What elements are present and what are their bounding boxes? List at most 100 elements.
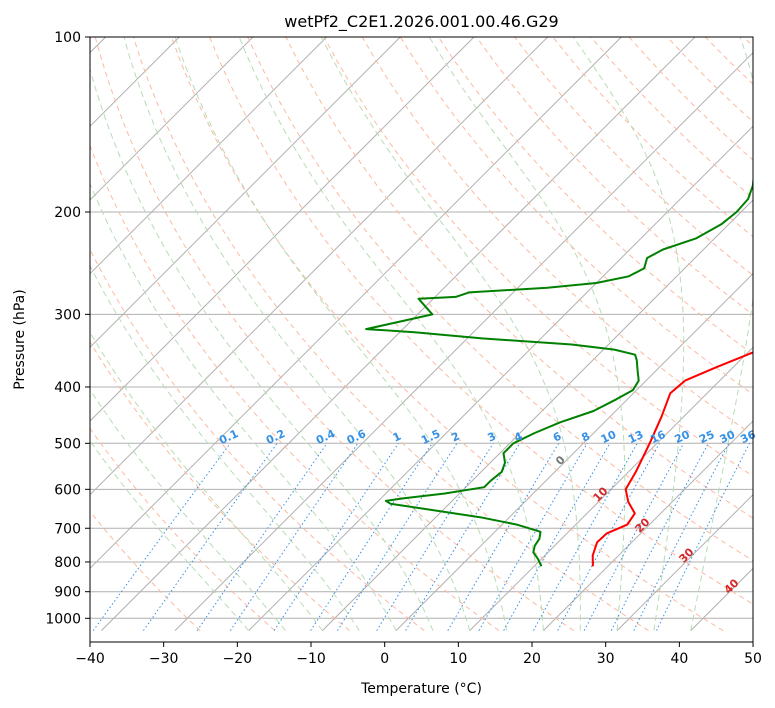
x-tick-label: 40 <box>670 651 688 667</box>
moist-adiabat <box>90 264 360 631</box>
x-tick-label: −40 <box>75 651 105 667</box>
isotherm <box>174 51 753 631</box>
dry-adiabat <box>666 37 753 123</box>
profile-lines <box>365 173 753 567</box>
mixing-ratio-line <box>196 443 328 631</box>
mixing-ratio-line <box>557 443 660 631</box>
chart-title: wetPf2_C2E1.2026.001.00.46.G29 <box>284 12 558 32</box>
y-tick-label: 800 <box>54 555 81 571</box>
mixing-ratio-line <box>478 443 588 631</box>
isotherm <box>322 199 753 631</box>
y-tick-label: 600 <box>54 482 81 498</box>
plot-frame <box>89 36 754 643</box>
isotherm <box>543 420 753 631</box>
mixing-ratio-label: 0.4 <box>314 427 337 447</box>
x-tick-label: 30 <box>597 651 615 667</box>
moist-adiabat <box>428 37 626 631</box>
mixing-ratio-line <box>405 443 521 631</box>
y-tick-label: 1000 <box>45 611 81 627</box>
mixing-ratio-line <box>142 443 278 631</box>
y-axis: 100 200 300 400 500 600 700 800 900 1000 <box>45 30 90 627</box>
dry-adiabat-label: 20 <box>633 515 653 535</box>
mixing-ratio-label: 0.1 <box>217 427 240 447</box>
mixing-ratio-label: 0.2 <box>264 427 287 447</box>
dry-adiabat-label: 40 <box>722 576 742 596</box>
isotherm <box>101 37 696 631</box>
dry-adiabat <box>247 37 753 562</box>
mixing-ratio-line <box>447 443 560 631</box>
isotherm <box>248 125 753 631</box>
mixing-ratio-line <box>376 443 494 631</box>
moist-adiabat <box>690 37 753 631</box>
moist-adiabat <box>320 37 581 631</box>
moist-adiabat <box>90 331 323 631</box>
mixing-ratio-label: 30 <box>718 428 738 446</box>
mixing-ratio-label: 1 <box>391 430 403 445</box>
isotherm <box>90 37 328 275</box>
dry-adiabat <box>476 37 753 316</box>
mixing-ratio-line <box>503 443 611 631</box>
dry-adiabat <box>704 37 753 85</box>
mixing-ratio-line <box>656 443 751 631</box>
dry-adiabat <box>132 37 649 632</box>
dry-adiabat <box>514 37 753 277</box>
x-axis: −40 −30 −20 −10 0 10 20 30 40 50 <box>75 642 762 667</box>
isotherm <box>395 272 753 631</box>
dry-adiabat <box>90 427 276 631</box>
mixing-ratio-line <box>633 443 730 631</box>
isotherm <box>90 37 401 349</box>
dry-adiabat <box>361 37 753 436</box>
isotherm <box>90 37 475 422</box>
x-axis-title: Temperature (°C) <box>360 681 482 697</box>
isotherm <box>90 37 622 570</box>
isotherm <box>616 493 753 631</box>
dry-adiabat <box>399 37 753 395</box>
mixing-ratio-label: 6 <box>551 429 564 444</box>
x-tick-label: −30 <box>149 651 179 667</box>
mixing-ratio-label: 0.6 <box>345 427 368 447</box>
isotherm <box>90 37 549 496</box>
mixing-ratio-line <box>92 443 231 631</box>
y-tick-label: 100 <box>54 30 81 46</box>
mixing-ratio-label: 1.5 <box>419 427 442 447</box>
mixing-ratio-label: 10 <box>599 428 619 446</box>
y-axis-title: Pressure (hPa) <box>12 289 28 389</box>
dry-adiabat <box>437 37 753 355</box>
dry-adiabat <box>323 37 753 477</box>
isotherm <box>690 567 753 631</box>
y-tick-label: 300 <box>54 307 81 323</box>
mixing-ratio-label: 2 <box>449 430 461 445</box>
x-tick-label: 0 <box>380 651 389 667</box>
y-tick-label: 200 <box>54 205 81 221</box>
dry-adiabat <box>90 248 425 631</box>
y-tick-label: 400 <box>54 380 81 396</box>
y-tick-label: 500 <box>54 436 81 452</box>
moist-adiabat <box>174 37 508 631</box>
mixing-ratio-line <box>229 443 359 631</box>
isotherm <box>90 37 254 201</box>
dry-adiabat <box>94 37 574 632</box>
mixing-ratio-line <box>583 443 685 631</box>
mixing-ratio-label: 13 <box>626 428 645 446</box>
x-tick-label: −10 <box>296 651 326 667</box>
dry-adiabat <box>90 144 500 632</box>
dry-adiabat <box>285 37 753 519</box>
mixing-ratio-line <box>337 443 458 631</box>
background-grid <box>90 37 775 632</box>
isotherm <box>764 37 775 631</box>
mixing-ratio-line <box>610 443 709 631</box>
x-tick-label: 20 <box>523 651 541 667</box>
y-tick-label: 900 <box>54 585 81 601</box>
dewpoint-line <box>365 173 753 567</box>
dry-adiabat <box>90 510 201 631</box>
dry-adiabat <box>171 37 724 632</box>
moist-adiabat <box>90 388 286 631</box>
mixing-ratio-line <box>533 443 638 631</box>
moist-adiabat <box>90 67 434 631</box>
dry-adiabat-label: 30 <box>677 545 697 565</box>
moist-adiabat <box>90 440 250 631</box>
y-tick-label: 700 <box>54 521 81 537</box>
isotherm <box>469 346 753 631</box>
line-labels: 0.10.20.40.611.52346810131620253036-100-… <box>217 427 758 597</box>
